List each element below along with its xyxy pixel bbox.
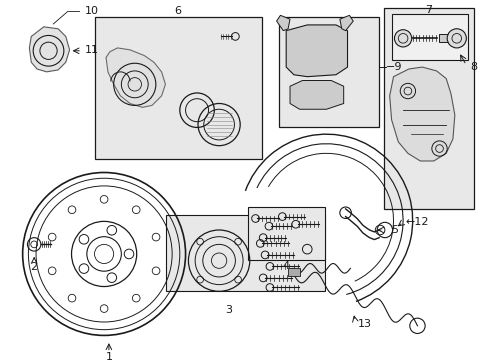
Text: 5: 5 — [391, 225, 398, 235]
Text: 8: 8 — [469, 62, 476, 72]
Text: −9: −9 — [385, 62, 402, 72]
Bar — [438, 35, 447, 42]
Text: 11: 11 — [85, 45, 99, 55]
Text: 10: 10 — [85, 6, 99, 17]
Polygon shape — [389, 67, 454, 161]
Text: 1: 1 — [105, 352, 112, 360]
Bar — [94, 17, 262, 159]
Text: 7: 7 — [425, 5, 432, 15]
Text: 6: 6 — [174, 6, 181, 17]
Polygon shape — [276, 15, 289, 31]
Text: 4: 4 — [282, 261, 289, 271]
Circle shape — [394, 30, 411, 47]
Polygon shape — [289, 81, 343, 109]
Bar — [166, 215, 324, 291]
Bar — [278, 17, 378, 127]
Bar — [287, 268, 299, 276]
Bar — [391, 14, 468, 60]
Polygon shape — [339, 15, 352, 31]
Polygon shape — [29, 27, 69, 72]
Circle shape — [446, 29, 466, 48]
Text: ←12: ←12 — [405, 217, 428, 227]
Bar — [383, 8, 473, 209]
Polygon shape — [106, 48, 165, 107]
Text: 13: 13 — [357, 319, 371, 329]
Text: 2: 2 — [31, 262, 38, 273]
Text: 3: 3 — [225, 306, 232, 315]
Bar — [247, 207, 324, 260]
Polygon shape — [285, 25, 347, 77]
